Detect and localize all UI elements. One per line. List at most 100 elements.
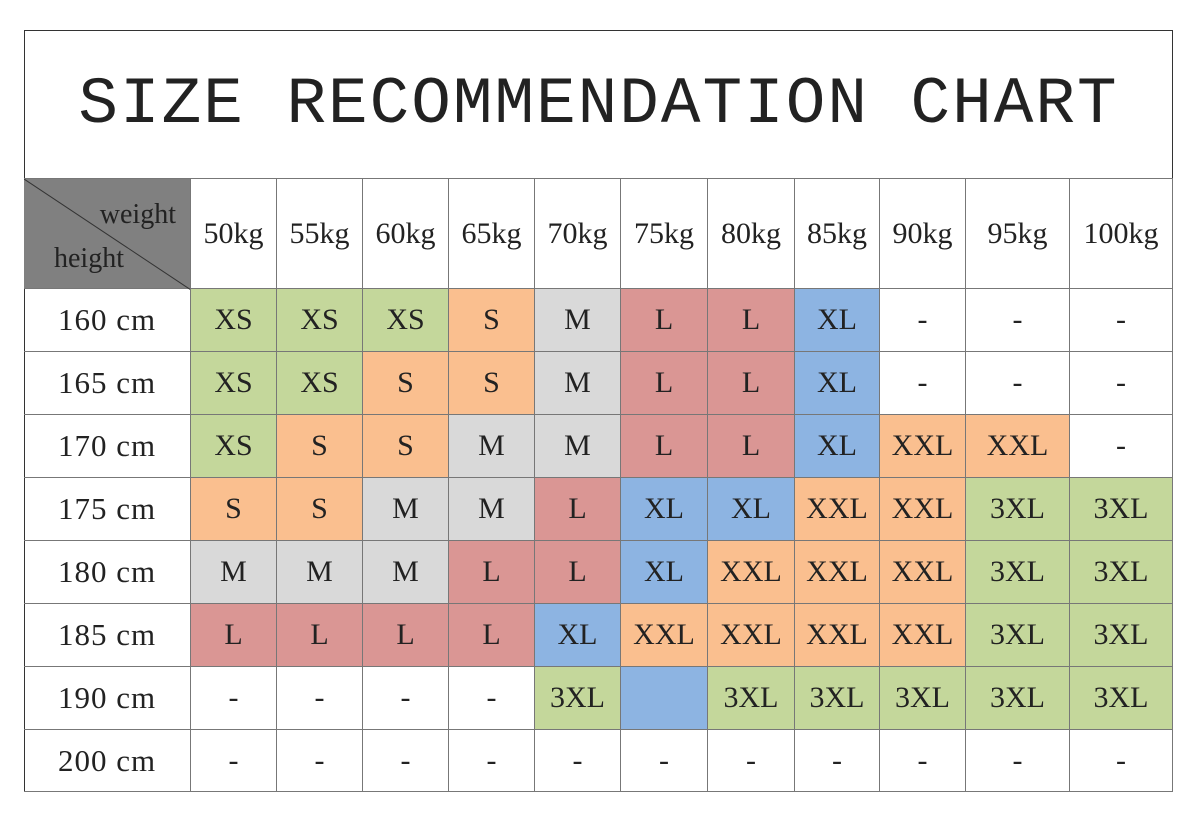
size-cell: 3XL — [1070, 541, 1173, 604]
row-header: 175 cm — [24, 478, 191, 541]
column-header: 75kg — [621, 178, 708, 289]
size-cell: S — [191, 478, 277, 541]
size-cell: M — [277, 541, 363, 604]
size-cell: XXL — [880, 604, 966, 667]
size-cell: XS — [277, 289, 363, 352]
size-cell: 3XL — [966, 541, 1070, 604]
size-cell: - — [966, 352, 1070, 415]
column-header: 100kg — [1070, 178, 1173, 289]
size-cell: XXL — [880, 415, 966, 478]
diagonal — [24, 179, 191, 290]
size-cell: S — [363, 415, 449, 478]
title: SIZE RECOMMENDATION CHART — [78, 66, 1119, 142]
size-cell: XXL — [880, 541, 966, 604]
row-header: 185 cm — [24, 604, 191, 667]
size-cell: XXL — [708, 541, 795, 604]
size-cell: XS — [191, 289, 277, 352]
size-cell: XXL — [708, 604, 795, 667]
size-cell: XL — [621, 478, 708, 541]
size-cell: L — [621, 289, 708, 352]
size-cell: L — [449, 541, 535, 604]
size-cell: XL — [795, 415, 880, 478]
size-cell: S — [277, 478, 363, 541]
size-cell: XS — [363, 289, 449, 352]
size-cell: L — [708, 415, 795, 478]
row-header: 200 cm — [24, 730, 191, 792]
size-cell: - — [966, 289, 1070, 352]
size-cell: - — [708, 730, 795, 792]
size-cell: S — [449, 289, 535, 352]
size-cell: - — [449, 667, 535, 730]
row-header: 170 cm — [24, 415, 191, 478]
size-cell: XXL — [880, 478, 966, 541]
column-header: 60kg — [363, 178, 449, 289]
size-cell: - — [277, 730, 363, 792]
size-cell: S — [277, 415, 363, 478]
size-cell: XS — [277, 352, 363, 415]
size-cell: M — [363, 541, 449, 604]
size-cell: 3XL — [708, 667, 795, 730]
size-cell: L — [191, 604, 277, 667]
size-cell: - — [621, 730, 708, 792]
size-cell: - — [966, 730, 1070, 792]
size-cell: XL — [621, 541, 708, 604]
column-header: 50kg — [191, 178, 277, 289]
size-cell: - — [449, 730, 535, 792]
size-cell: 3XL — [880, 667, 966, 730]
column-header: 70kg — [535, 178, 621, 289]
size-cell: 3XL — [1070, 478, 1173, 541]
size-cell: L — [449, 604, 535, 667]
size-cell: L — [535, 478, 621, 541]
size-cell: M — [535, 415, 621, 478]
size-cell: XXL — [966, 415, 1070, 478]
size-cell: - — [880, 730, 966, 792]
size-cell: XXL — [795, 604, 880, 667]
size-cell: L — [535, 541, 621, 604]
row-header: 190 cm — [24, 667, 191, 730]
row-header: 160 cm — [24, 289, 191, 352]
size-cell: L — [363, 604, 449, 667]
size-cell: 3XL — [1070, 604, 1173, 667]
size-cell: S — [449, 352, 535, 415]
size-cell: XXL — [795, 541, 880, 604]
size-cell: 3XL — [966, 604, 1070, 667]
size-cell: L — [621, 415, 708, 478]
size-cell: 3XL — [1070, 667, 1173, 730]
size-cell: XL — [795, 352, 880, 415]
size-cell: - — [277, 667, 363, 730]
size-cell: L — [277, 604, 363, 667]
size-cell: - — [363, 730, 449, 792]
column-header: 85kg — [795, 178, 880, 289]
column-header: 65kg — [449, 178, 535, 289]
column-header: 80kg — [708, 178, 795, 289]
size-cell: L — [621, 352, 708, 415]
size-cell: - — [795, 730, 880, 792]
column-header: 95kg — [966, 178, 1070, 289]
row-header: 180 cm — [24, 541, 191, 604]
size-cell: M — [535, 289, 621, 352]
size-cell: XS — [191, 352, 277, 415]
size-cell — [621, 667, 708, 730]
size-cell: S — [363, 352, 449, 415]
size-cell: 3XL — [966, 667, 1070, 730]
size-cell: 3XL — [966, 478, 1070, 541]
size-cell: XXL — [795, 478, 880, 541]
size-cell: L — [708, 352, 795, 415]
size-cell: XXL — [621, 604, 708, 667]
size-cell: M — [191, 541, 277, 604]
size-cell: XS — [191, 415, 277, 478]
size-cell: - — [535, 730, 621, 792]
size-cell: L — [708, 289, 795, 352]
size-cell: XL — [535, 604, 621, 667]
size-cell: XL — [795, 289, 880, 352]
size-cell: - — [1070, 415, 1173, 478]
size-cell: - — [191, 730, 277, 792]
size-cell: - — [880, 289, 966, 352]
size-cell: - — [1070, 289, 1173, 352]
size-cell: M — [535, 352, 621, 415]
size-cell: - — [880, 352, 966, 415]
column-header: 90kg — [880, 178, 966, 289]
corner-bottom: height — [54, 243, 124, 274]
size-cell: - — [191, 667, 277, 730]
